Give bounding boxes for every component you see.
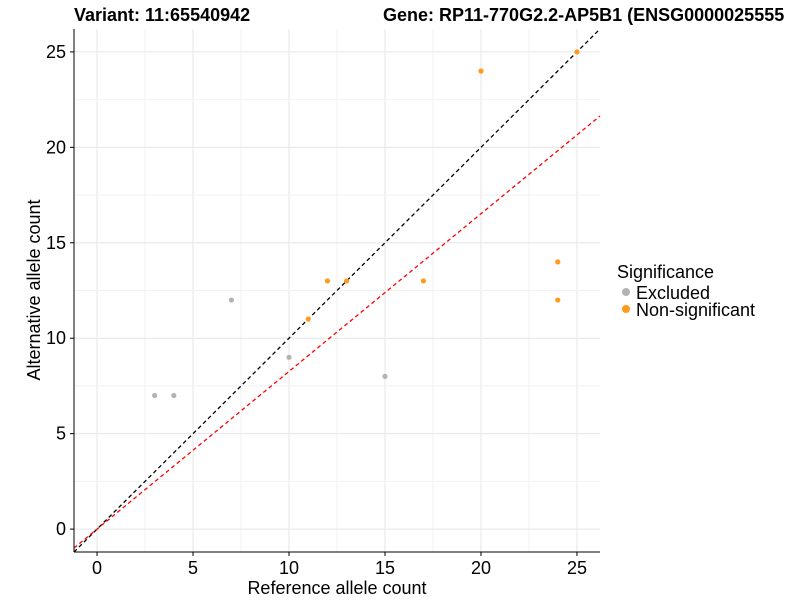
y-axis-title: Alternative allele count xyxy=(24,199,44,380)
point-excluded xyxy=(152,392,158,399)
y-tick-label: 25 xyxy=(46,42,66,62)
x-axis-title: Reference allele count xyxy=(247,578,426,598)
point-excluded xyxy=(286,354,292,360)
grid xyxy=(74,29,600,552)
x-tick-label: 0 xyxy=(92,558,102,578)
reference-line-fit xyxy=(73,115,601,549)
legend-label: Non-significant xyxy=(636,300,755,320)
point-non-significant xyxy=(305,316,311,322)
point-non-significant xyxy=(574,49,580,55)
point-excluded xyxy=(171,392,177,399)
point-non-significant xyxy=(420,278,426,284)
y-tick-label: 10 xyxy=(46,328,66,348)
chart-title-left: Variant: 11:65540942 xyxy=(74,5,250,25)
legend-label: Excluded xyxy=(636,283,710,303)
x-tick-label: 25 xyxy=(567,558,587,578)
x-tick-label: 10 xyxy=(279,558,299,578)
point-non-significant xyxy=(324,278,331,284)
axes xyxy=(73,29,600,553)
x-tick-label: 15 xyxy=(375,558,395,578)
point-non-significant xyxy=(478,68,484,74)
legend-title: Significance xyxy=(617,262,714,282)
reference-lines xyxy=(73,28,601,553)
legend-key-non-significant xyxy=(622,305,630,313)
point-non-significant xyxy=(555,259,561,265)
data-points xyxy=(152,49,580,399)
point-non-significant xyxy=(343,278,350,284)
x-tick-label: 20 xyxy=(471,558,491,578)
reference-line-identity xyxy=(73,28,601,553)
y-tick-label: 5 xyxy=(56,424,66,444)
legend-key-excluded xyxy=(622,288,630,296)
y-tick-label: 0 xyxy=(56,519,66,539)
chart-title-right: Gene: RP11-770G2.2-AP5B1 (ENSG0000025555 xyxy=(383,5,784,25)
point-excluded xyxy=(382,373,388,379)
point-non-significant xyxy=(555,297,561,303)
y-tick-label: 15 xyxy=(46,233,66,253)
ticks: 0 5 10 15 20 25 0 5 10 15 20 25 xyxy=(46,42,587,578)
x-tick-label: 5 xyxy=(188,558,198,578)
point-excluded xyxy=(228,297,235,303)
y-tick-label: 20 xyxy=(46,137,66,157)
